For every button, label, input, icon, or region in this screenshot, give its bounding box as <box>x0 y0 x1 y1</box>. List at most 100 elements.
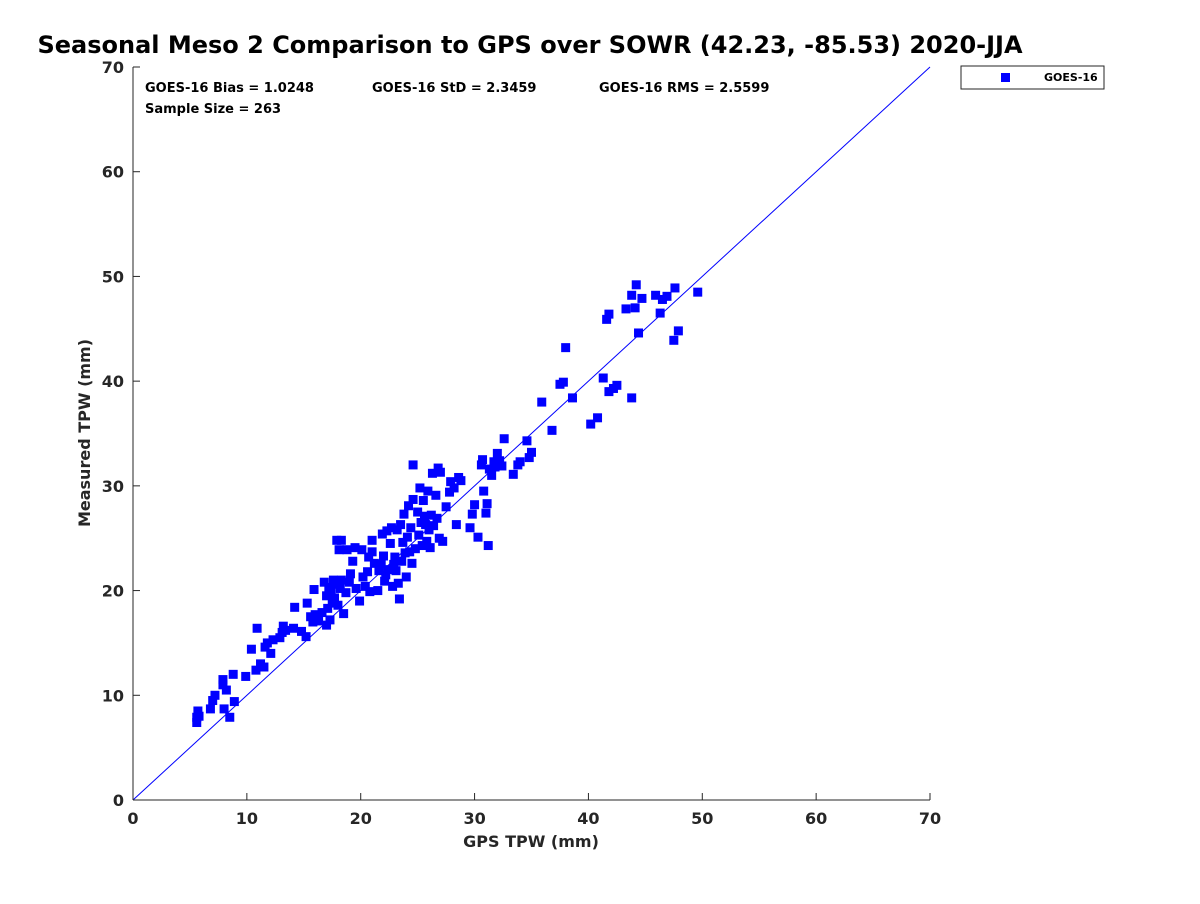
stat-bias: GOES-16 Bias = 1.0248 <box>145 81 314 96</box>
data-point <box>330 593 340 603</box>
data-point <box>334 545 344 555</box>
data-point <box>373 586 383 596</box>
data-point <box>357 545 367 555</box>
data-point <box>483 541 493 551</box>
data-point <box>228 669 238 679</box>
data-point <box>631 280 641 290</box>
x-tick-label: 30 <box>463 809 485 828</box>
x-tick-label: 60 <box>805 809 827 828</box>
data-point <box>478 455 488 465</box>
data-point <box>422 536 432 546</box>
x-axis-label: GPS TPW (mm) <box>463 832 599 851</box>
data-point <box>192 718 202 728</box>
data-point <box>527 447 536 457</box>
data-point <box>396 520 406 530</box>
y-tick-label: 60 <box>102 163 124 182</box>
data-point <box>637 293 647 303</box>
data-point <box>522 436 532 446</box>
data-point <box>221 685 231 695</box>
data-point <box>218 680 228 690</box>
data-point <box>399 509 409 519</box>
data-point <box>392 525 402 535</box>
data-point <box>476 460 486 470</box>
chart-title: Seasonal Meso 2 Comparison to GPS over S… <box>37 31 1023 59</box>
data-point <box>561 343 571 353</box>
data-point <box>410 544 420 554</box>
data-point <box>310 610 320 620</box>
data-point <box>405 547 415 557</box>
y-tick-label: 40 <box>102 372 124 391</box>
data-point <box>301 632 311 642</box>
data-point <box>344 577 354 587</box>
data-point <box>473 532 483 542</box>
stat-rms: GOES-16 RMS = 2.5599 <box>599 81 769 96</box>
data-point <box>598 373 608 383</box>
data-point <box>390 552 400 562</box>
legend-marker-goes-16 <box>1001 73 1010 82</box>
data-point <box>662 291 672 301</box>
data-point <box>425 543 435 553</box>
plot-area: 0 10 20 30 40 50 60 70 0 10 20 30 40 50 60 70 <box>102 58 941 828</box>
data-point <box>246 644 256 654</box>
data-point <box>281 625 291 635</box>
data-point <box>326 587 336 597</box>
data-point <box>481 508 491 518</box>
data-point <box>670 283 680 293</box>
y-axis-label: Measured TPW (mm) <box>75 339 94 527</box>
stats-annotations: GOES-16 Bias = 1.0248 GOES-16 StD = 2.34… <box>145 81 769 117</box>
data-point <box>374 566 384 576</box>
data-point <box>381 570 391 580</box>
y-tick-label: 20 <box>102 582 124 601</box>
data-point <box>388 581 398 591</box>
data-point <box>449 483 459 493</box>
legend-label-goes-16: GOES-16 <box>1044 71 1098 84</box>
data-point <box>423 486 433 496</box>
data-point <box>490 462 500 472</box>
data-point <box>350 543 360 553</box>
data-point <box>336 535 346 545</box>
stat-std: GOES-16 StD = 2.3459 <box>372 81 536 96</box>
data-point <box>479 486 489 496</box>
data-point <box>456 476 466 486</box>
data-point <box>219 704 229 714</box>
data-point <box>289 623 299 633</box>
data-point <box>205 704 215 714</box>
data-point <box>314 616 324 626</box>
data-point <box>431 490 441 500</box>
data-point <box>424 525 434 535</box>
data-point <box>657 294 667 304</box>
data-point <box>487 470 497 480</box>
data-point <box>322 620 332 630</box>
data-point <box>630 303 640 313</box>
data-point <box>693 287 703 297</box>
data-point <box>604 387 614 397</box>
data-point <box>306 612 316 622</box>
data-point <box>385 538 395 548</box>
data-point <box>470 500 480 510</box>
data-point <box>193 706 203 716</box>
data-point <box>308 617 318 627</box>
data-point <box>345 569 355 579</box>
data-point <box>382 526 392 536</box>
data-point <box>515 457 525 467</box>
data-point <box>218 675 228 685</box>
data-point <box>465 523 475 533</box>
data-point <box>537 397 547 407</box>
data-point <box>499 434 509 444</box>
data-point <box>317 608 327 618</box>
data-point <box>435 467 445 477</box>
data-point <box>547 425 557 435</box>
data-point <box>604 309 614 319</box>
data-point <box>389 559 399 569</box>
data-point <box>406 523 416 533</box>
data-point <box>651 290 661 300</box>
y-ticks-group: 0 10 20 30 40 50 60 70 <box>102 58 140 810</box>
data-point <box>401 572 411 582</box>
data-point <box>419 511 429 521</box>
data-point <box>229 697 239 707</box>
data-point <box>586 419 596 429</box>
data-point <box>497 461 507 471</box>
x-tick-label: 10 <box>236 809 258 828</box>
data-point <box>627 393 637 403</box>
data-point <box>484 464 494 474</box>
